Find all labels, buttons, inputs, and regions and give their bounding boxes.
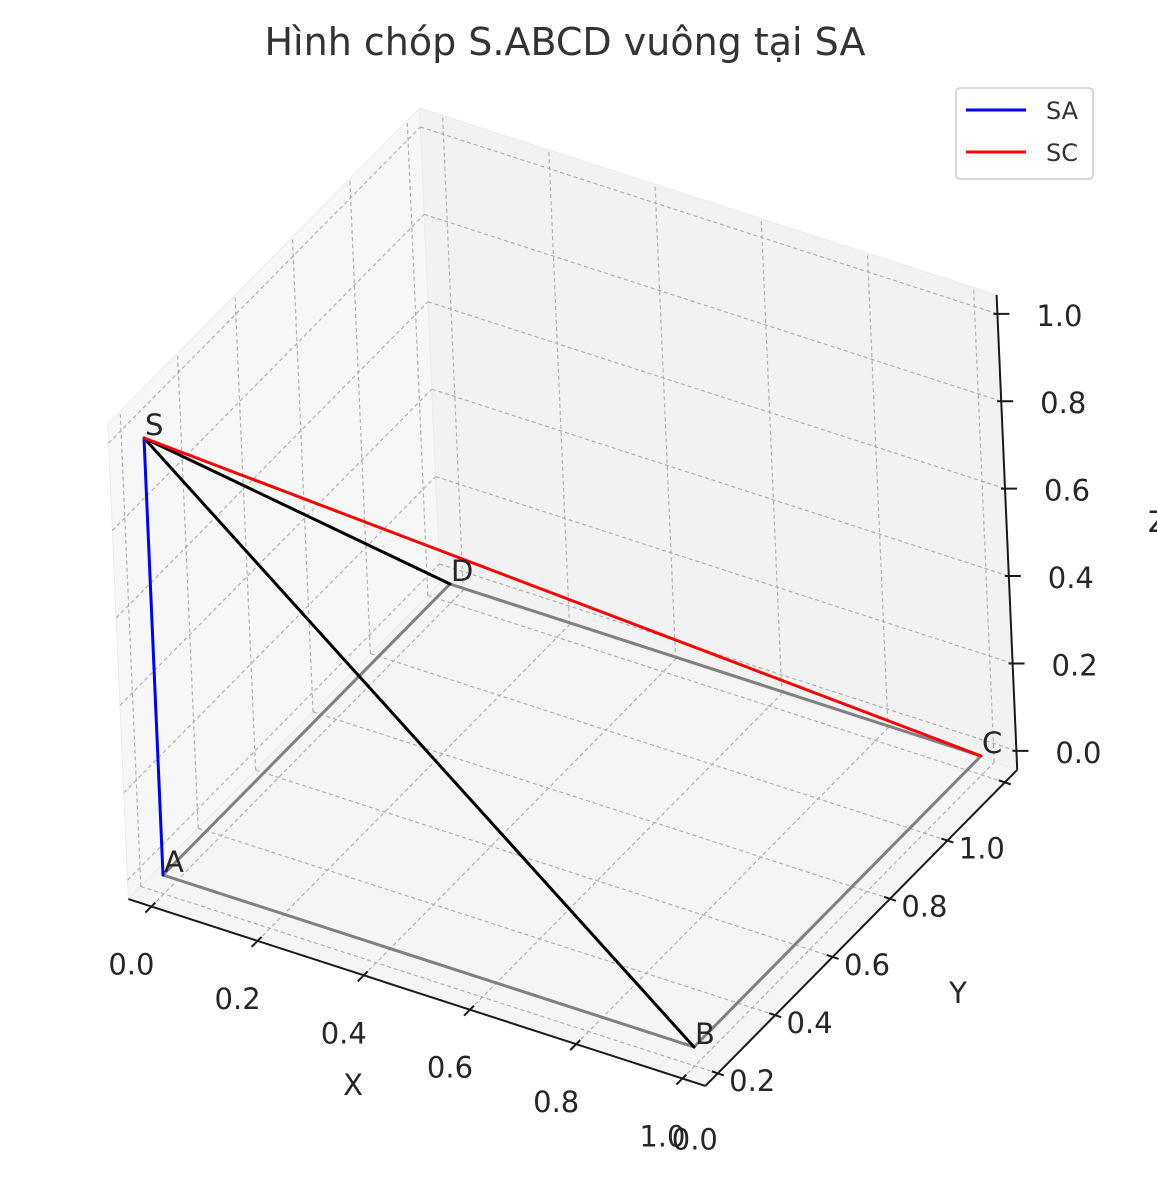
x-tick-label: 0.0: [108, 948, 154, 982]
grid-line: [370, 653, 948, 842]
grid-line: [427, 301, 1006, 490]
z-axis-label: Z: [1148, 505, 1157, 539]
x-tick-label: 0.2: [215, 982, 261, 1016]
z-tick-label: 0.0: [1055, 736, 1101, 770]
grid-line: [291, 237, 314, 712]
axis-panes: [107, 106, 1019, 1087]
z-tick-label: 0.2: [1052, 648, 1098, 682]
y-tick: [883, 895, 897, 902]
x-axis-label: X: [343, 1068, 363, 1102]
grid-line: [548, 149, 571, 625]
z-tick-label: 0.8: [1040, 386, 1086, 420]
y-tick: [998, 779, 1012, 786]
grid-line: [406, 120, 429, 596]
x-tick: [144, 901, 157, 914]
grid-line: [420, 126, 998, 315]
z-tick-label: 0.6: [1044, 474, 1090, 508]
axes: 0.0 0.0 0.0 0.2 0.2 0.2 0.4 0.4 0.4 0.6 0.6 0.6 0.8 0…: [108, 294, 1101, 1156]
x-tick-label: 1.0: [639, 1120, 685, 1154]
y-axis-line: [704, 769, 1018, 1087]
x-tick-label: 0.4: [321, 1016, 367, 1050]
grid-line: [427, 594, 1005, 783]
grid-lines: [108, 115, 1017, 1079]
base-edge-BC: [692, 754, 983, 1049]
grid-line: [442, 115, 464, 591]
x-tick-label: 0.8: [533, 1085, 579, 1119]
chart-title: Hình chóp S.ABCD vuông tại SA: [264, 20, 865, 64]
grid-line: [439, 563, 1017, 752]
y-tick-label: 1.0: [959, 831, 1005, 865]
y-tick: [711, 1070, 725, 1077]
grid-line: [349, 178, 372, 654]
y-axis-label: Y: [948, 976, 967, 1010]
grid-line: [431, 388, 1010, 577]
y-tick-label: 0.4: [787, 1006, 833, 1040]
z-tick-label: 1.0: [1036, 299, 1082, 333]
base-edge-AB: [161, 873, 696, 1049]
y-tick: [826, 954, 839, 960]
z-tick-label: 0.4: [1048, 561, 1094, 595]
base-edge-DA: [161, 582, 452, 877]
grid-line: [234, 295, 257, 771]
grid-line: [255, 769, 833, 958]
x-tick: [250, 936, 263, 948]
grid-line: [654, 184, 677, 660]
vertex-labels: A B C D S: [145, 408, 1002, 1051]
grid-line: [973, 287, 995, 763]
grid-line: [435, 475, 1013, 665]
z-axis-line: [995, 294, 1019, 770]
x-tick: [569, 1039, 581, 1051]
grid-line: [176, 353, 199, 829]
pyramid-edges: [142, 436, 983, 1049]
vertex-label-S: S: [145, 408, 163, 442]
legend-label-SA: SA: [1046, 97, 1079, 125]
y-tick: [768, 1012, 782, 1019]
grid-line: [760, 218, 783, 694]
legend: SA SC: [955, 87, 1094, 180]
y-tick-label: 0.8: [901, 890, 947, 924]
legend-label-SC: SC: [1046, 139, 1078, 167]
x-tick: [357, 970, 369, 983]
lateral-edge-SB: [142, 436, 696, 1049]
vertex-label-B: B: [695, 1017, 715, 1051]
y-tick-label: 0.0: [672, 1122, 718, 1156]
x-tick-label: 0.6: [427, 1051, 473, 1085]
vertex-label-D: D: [451, 554, 473, 588]
series-edge-SA: [142, 436, 165, 877]
grid-line: [312, 711, 891, 900]
vertex-label-A: A: [164, 845, 184, 879]
y-tick: [941, 837, 954, 844]
y-tick-label: 0.6: [844, 948, 890, 982]
grid-line: [198, 827, 776, 1016]
grid-line: [866, 253, 889, 728]
grid-line: [140, 885, 718, 1074]
x-tick: [675, 1073, 688, 1086]
base-edge-CD: [448, 582, 983, 758]
x-tick: [463, 1005, 475, 1017]
vertex-label-C: C: [982, 726, 1002, 760]
y-tick-label: 0.2: [729, 1064, 775, 1098]
x-axis-line: [128, 898, 706, 1087]
grid-line: [119, 411, 142, 887]
lateral-edge-SD: [142, 436, 452, 586]
grid-line: [424, 213, 1002, 402]
series-edge-SC: [142, 436, 983, 758]
